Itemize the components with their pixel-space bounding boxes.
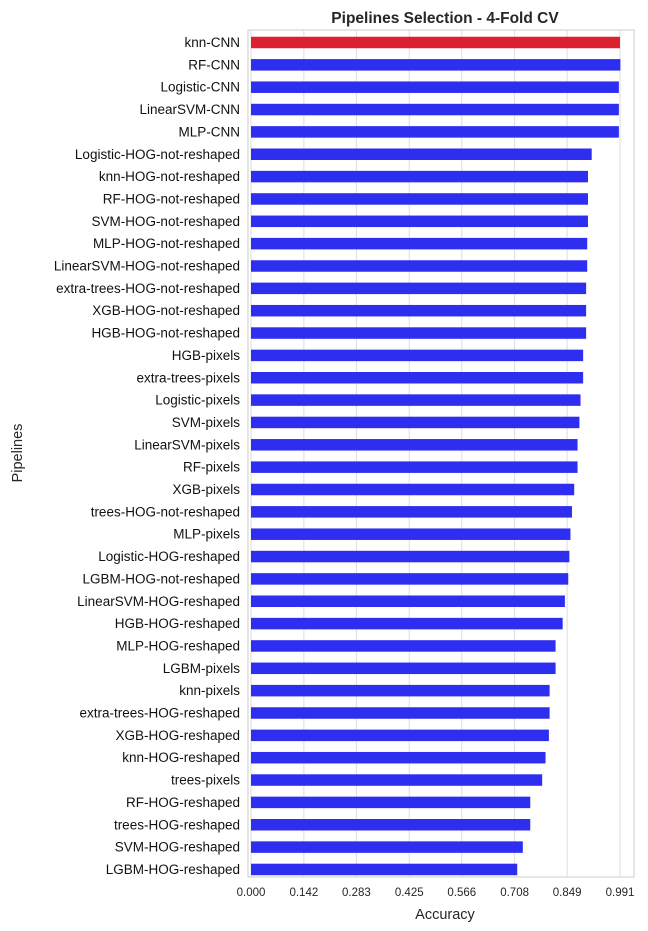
bar-Logistic-pixels	[251, 394, 581, 406]
bar-MLP-HOG-reshaped	[251, 640, 556, 652]
y-tick-label: RF-HOG-reshaped	[126, 795, 240, 810]
bar-SVM-HOG-reshaped	[251, 841, 523, 853]
x-tick-label: 0.425	[395, 887, 424, 899]
y-tick-label: HGB-HOG-reshaped	[115, 616, 240, 631]
y-tick-label: RF-CNN	[188, 57, 240, 72]
bar-HGB-HOG-reshaped	[251, 617, 563, 630]
y-tick-label: trees-HOG-not-reshaped	[91, 504, 240, 519]
y-tick-label: knn-HOG-reshaped	[122, 750, 240, 765]
y-tick-label: HGB-pixels	[172, 348, 241, 363]
bar-trees-HOG-reshaped	[251, 819, 531, 831]
bar-SVM-HOG-not-reshaped	[251, 215, 588, 228]
y-tick-label: Logistic-HOG-reshaped	[98, 549, 240, 564]
bar-MLP-HOG-not-reshaped	[251, 237, 588, 250]
y-tick-label: trees-HOG-reshaped	[114, 817, 240, 832]
bar-LinearSVM-HOG-not-reshaped	[251, 260, 588, 272]
bar-extra-trees-HOG-not-reshaped	[251, 282, 587, 295]
y-tick-label: LGBM-HOG-not-reshaped	[82, 571, 240, 586]
y-tick-labels: knn-CNN RF-CNN Logistic-CNN LinearSVM-CNN ML…	[54, 35, 240, 877]
y-tick-label: XGB-pixels	[172, 482, 240, 497]
y-tick-label: MLP-HOG-not-reshaped	[93, 236, 240, 251]
y-tick-label: LGBM-HOG-reshaped	[106, 862, 240, 877]
y-axis-label: Pipelines	[10, 424, 26, 483]
bar-LinearSVM-pixels	[251, 439, 578, 451]
bar-knn-HOG-reshaped	[251, 751, 546, 764]
y-tick-label: LinearSVM-HOG-not-reshaped	[54, 259, 240, 274]
y-tick-label: MLP-pixels	[173, 527, 240, 542]
chart-title: Pipelines Selection - 4-Fold CV	[331, 10, 559, 27]
bar-knn-pixels	[251, 684, 550, 697]
bar-LGBM-HOG-not-reshaped	[251, 573, 569, 585]
bar-extra-trees-HOG-reshaped	[251, 707, 550, 719]
bars	[251, 36, 621, 876]
y-tick-label: SVM-HOG-not-reshaped	[91, 214, 240, 229]
bar-LGBM-pixels	[251, 662, 556, 675]
y-tick-label: Logistic-pixels	[155, 393, 240, 408]
y-tick-label: XGB-HOG-reshaped	[115, 728, 240, 743]
x-tick-label: 0.991	[606, 887, 635, 899]
bar-MLP-CNN	[251, 126, 619, 138]
y-tick-label: Logistic-CNN	[160, 80, 240, 95]
y-tick-label: knn-pixels	[179, 683, 240, 698]
bar-RF-CNN	[251, 59, 621, 71]
bar-LinearSVM-HOG-reshaped	[251, 595, 565, 607]
bar-RF-pixels	[251, 461, 578, 473]
y-tick-label: HGB-HOG-not-reshaped	[91, 326, 240, 341]
y-tick-label: LinearSVM-CNN	[139, 102, 240, 117]
y-tick-label: MLP-CNN	[178, 124, 240, 139]
bar-HGB-pixels	[251, 349, 584, 362]
x-tick-label: 0.283	[342, 887, 371, 899]
y-tick-label: MLP-HOG-reshaped	[116, 638, 240, 653]
bar-trees-pixels	[251, 774, 543, 786]
y-tick-label: RF-HOG-not-reshaped	[103, 191, 240, 206]
x-tick-label: 0.566	[447, 887, 476, 899]
x-tick-labels: 0.000 0.142 0.283 0.425 0.566 0.708 0.849 0.991	[237, 887, 635, 899]
y-tick-label: SVM-HOG-reshaped	[115, 840, 240, 855]
bar-XGB-HOG-reshaped	[251, 729, 549, 742]
bar-knn-CNN	[251, 36, 620, 49]
x-tick-label: 0.708	[500, 887, 529, 899]
y-tick-label: RF-pixels	[183, 460, 240, 475]
y-tick-label: LGBM-pixels	[163, 661, 241, 676]
x-tick-label: 0.000	[237, 887, 266, 899]
x-tick-label: 0.142	[289, 887, 318, 899]
bar-extra-trees-pixels	[251, 372, 584, 384]
x-axis-label: Accuracy	[415, 907, 475, 923]
y-tick-label: SVM-pixels	[172, 415, 241, 430]
y-tick-label: extra-trees-pixels	[136, 370, 240, 385]
y-tick-label: trees-pixels	[171, 773, 240, 788]
bar-XGB-pixels	[251, 483, 575, 496]
bar-XGB-HOG-not-reshaped	[251, 304, 587, 317]
bar-trees-HOG-not-reshaped	[251, 506, 572, 518]
y-tick-label: XGB-HOG-not-reshaped	[92, 303, 240, 318]
bar-LGBM-HOG-reshaped	[251, 863, 518, 876]
bar-RF-HOG-not-reshaped	[251, 193, 588, 205]
y-tick-label: knn-HOG-not-reshaped	[99, 169, 240, 184]
bar-Logistic-CNN	[251, 81, 619, 93]
bar-Logistic-HOG-reshaped	[251, 550, 570, 563]
bar-HGB-HOG-not-reshaped	[251, 327, 587, 339]
bar-RF-HOG-reshaped	[251, 796, 531, 809]
bar-Logistic-HOG-not-reshaped	[251, 148, 592, 160]
bar-SVM-pixels	[251, 416, 580, 429]
y-tick-label: extra-trees-HOG-reshaped	[79, 706, 240, 721]
y-tick-label: knn-CNN	[184, 35, 240, 50]
y-tick-label: Logistic-HOG-not-reshaped	[75, 147, 240, 162]
y-tick-label: LinearSVM-pixels	[134, 437, 240, 452]
bar-knn-HOG-not-reshaped	[251, 170, 588, 183]
y-tick-label: extra-trees-HOG-not-reshaped	[56, 281, 240, 296]
bar-LinearSVM-CNN	[251, 103, 619, 116]
x-tick-label: 0.849	[553, 887, 582, 899]
y-tick-label: LinearSVM-HOG-reshaped	[77, 594, 240, 609]
bar-MLP-pixels	[251, 528, 571, 540]
